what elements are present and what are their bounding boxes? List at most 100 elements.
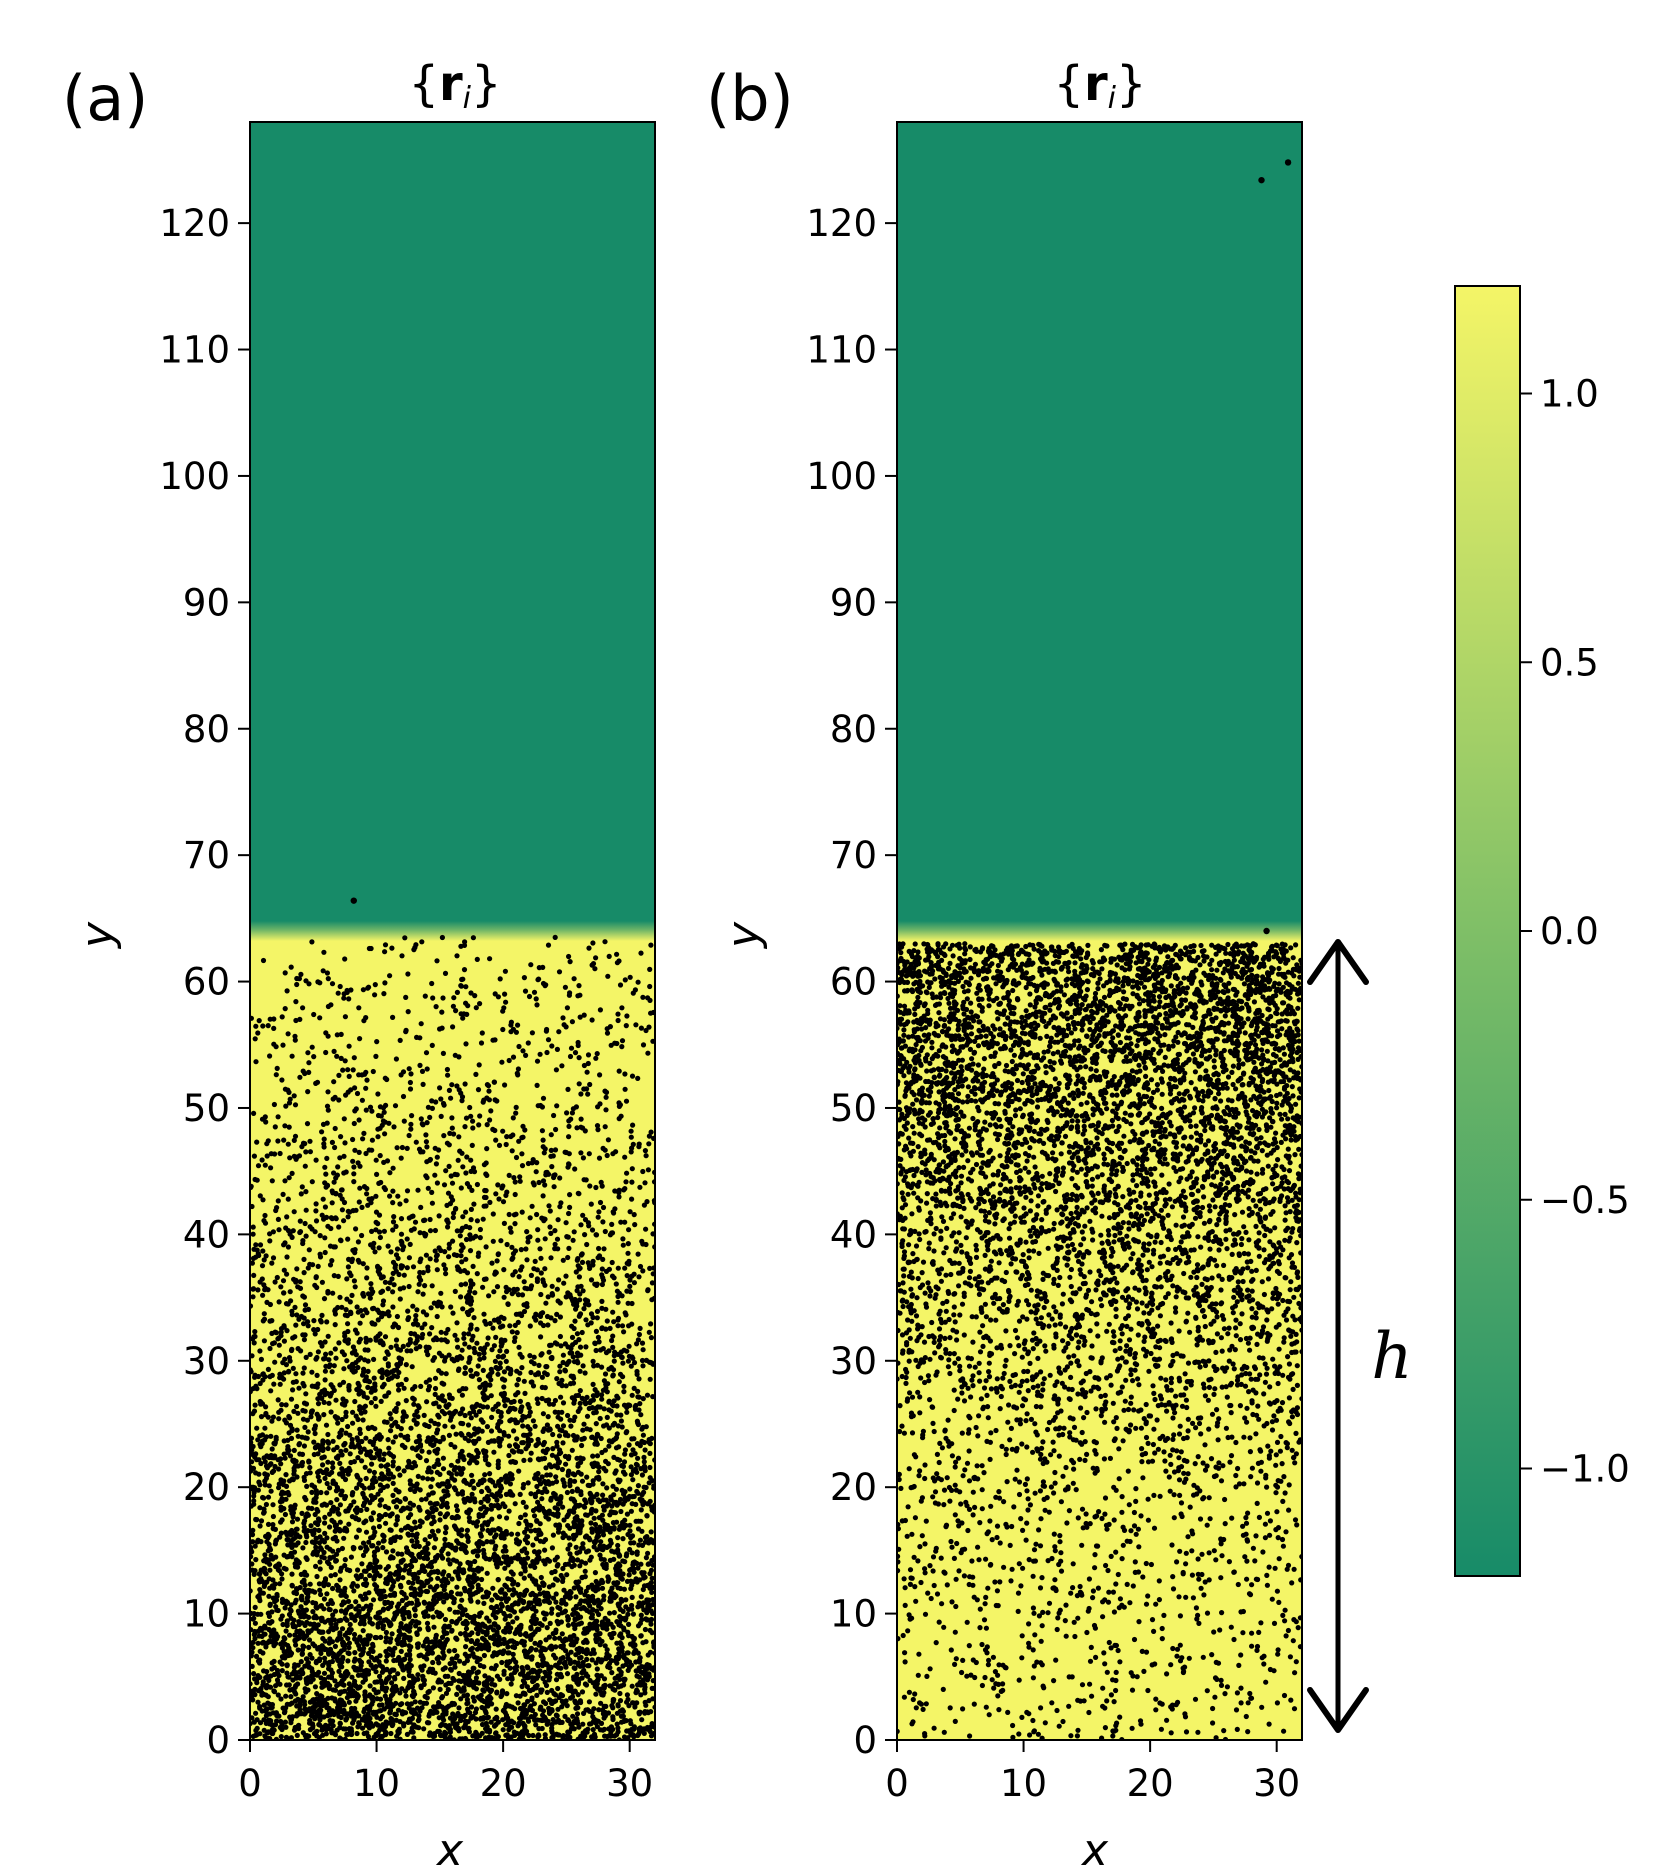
particle [466,1431,472,1437]
particle [588,1520,594,1526]
particle [322,1164,328,1170]
particle [337,1192,343,1198]
particle [405,1308,411,1314]
particle [564,1513,570,1520]
particle [322,1646,328,1653]
particle [295,1608,301,1614]
particle [508,1019,514,1025]
particle [488,1687,495,1693]
particle [341,1199,348,1206]
particle [409,1364,415,1370]
particle [538,1334,544,1340]
particle [404,1265,410,1271]
particle [563,1294,569,1300]
particle [590,1358,596,1364]
particle [495,1251,501,1257]
particle [446,1352,452,1358]
particle [429,1521,435,1527]
particle [294,1516,301,1522]
particle [400,1343,406,1349]
particle [496,1196,502,1202]
particle [311,1499,317,1505]
particle [570,1432,577,1439]
particle [345,1236,351,1242]
particle [357,1426,363,1432]
particle [576,1274,583,1280]
particle [348,1087,354,1093]
particle [487,1471,493,1477]
particle [481,1276,487,1282]
particle [346,1699,352,1705]
particle [318,1489,324,1496]
particle [633,1518,639,1524]
particle [360,987,366,993]
particle [290,1387,296,1393]
particle [289,1476,295,1482]
particle [318,1591,324,1598]
particle [356,1199,362,1205]
particle [305,1429,311,1435]
particle [259,1263,266,1269]
particle [268,1461,274,1467]
particle [367,1295,373,1301]
particle [450,1024,456,1030]
particle [362,1347,368,1353]
particle [481,1355,487,1361]
particle [305,1050,311,1056]
particle [313,1208,319,1214]
particle [440,1455,446,1461]
particle [262,1471,268,1477]
particle [541,1558,547,1564]
particle [324,1155,330,1161]
particle [330,1464,336,1471]
particle [334,1484,340,1491]
particle [416,1554,422,1560]
particle [305,1660,311,1666]
particle [469,1142,475,1148]
particle [373,1446,379,1452]
particle [479,1488,485,1495]
particle [439,1353,445,1359]
particle [427,1331,433,1337]
particle [544,1556,551,1563]
particle [383,1393,389,1399]
particle [539,1395,545,1402]
particle [377,1234,383,1241]
particle [398,1648,404,1654]
particle [429,1325,435,1331]
particle [557,1363,563,1369]
particle [293,1670,299,1676]
particle [474,1181,480,1188]
particle [503,1141,509,1148]
particle [447,1715,453,1721]
particle [594,1724,601,1730]
particle [508,1459,514,1465]
particle [382,942,389,948]
particle [360,1540,367,1546]
particle [282,970,288,976]
particle [315,1263,321,1269]
particle [285,1542,291,1548]
particle [401,1567,407,1573]
particle [531,1513,538,1519]
particle [650,1696,655,1702]
particle [288,964,294,970]
particle [284,1328,290,1334]
particle [610,1520,617,1526]
particle [568,1045,575,1051]
particle [266,1483,272,1489]
particle [354,1090,361,1097]
particle [446,1087,452,1093]
particle [588,1277,595,1283]
particle [267,1231,273,1237]
particle [516,1138,522,1144]
particle [635,1483,642,1489]
particle [601,1593,607,1599]
particle [351,1588,357,1594]
particle [250,1452,256,1458]
particle [641,1202,648,1208]
particle [432,1172,438,1178]
particle [518,1247,524,1253]
particle [361,1184,368,1190]
particle [407,1079,413,1086]
